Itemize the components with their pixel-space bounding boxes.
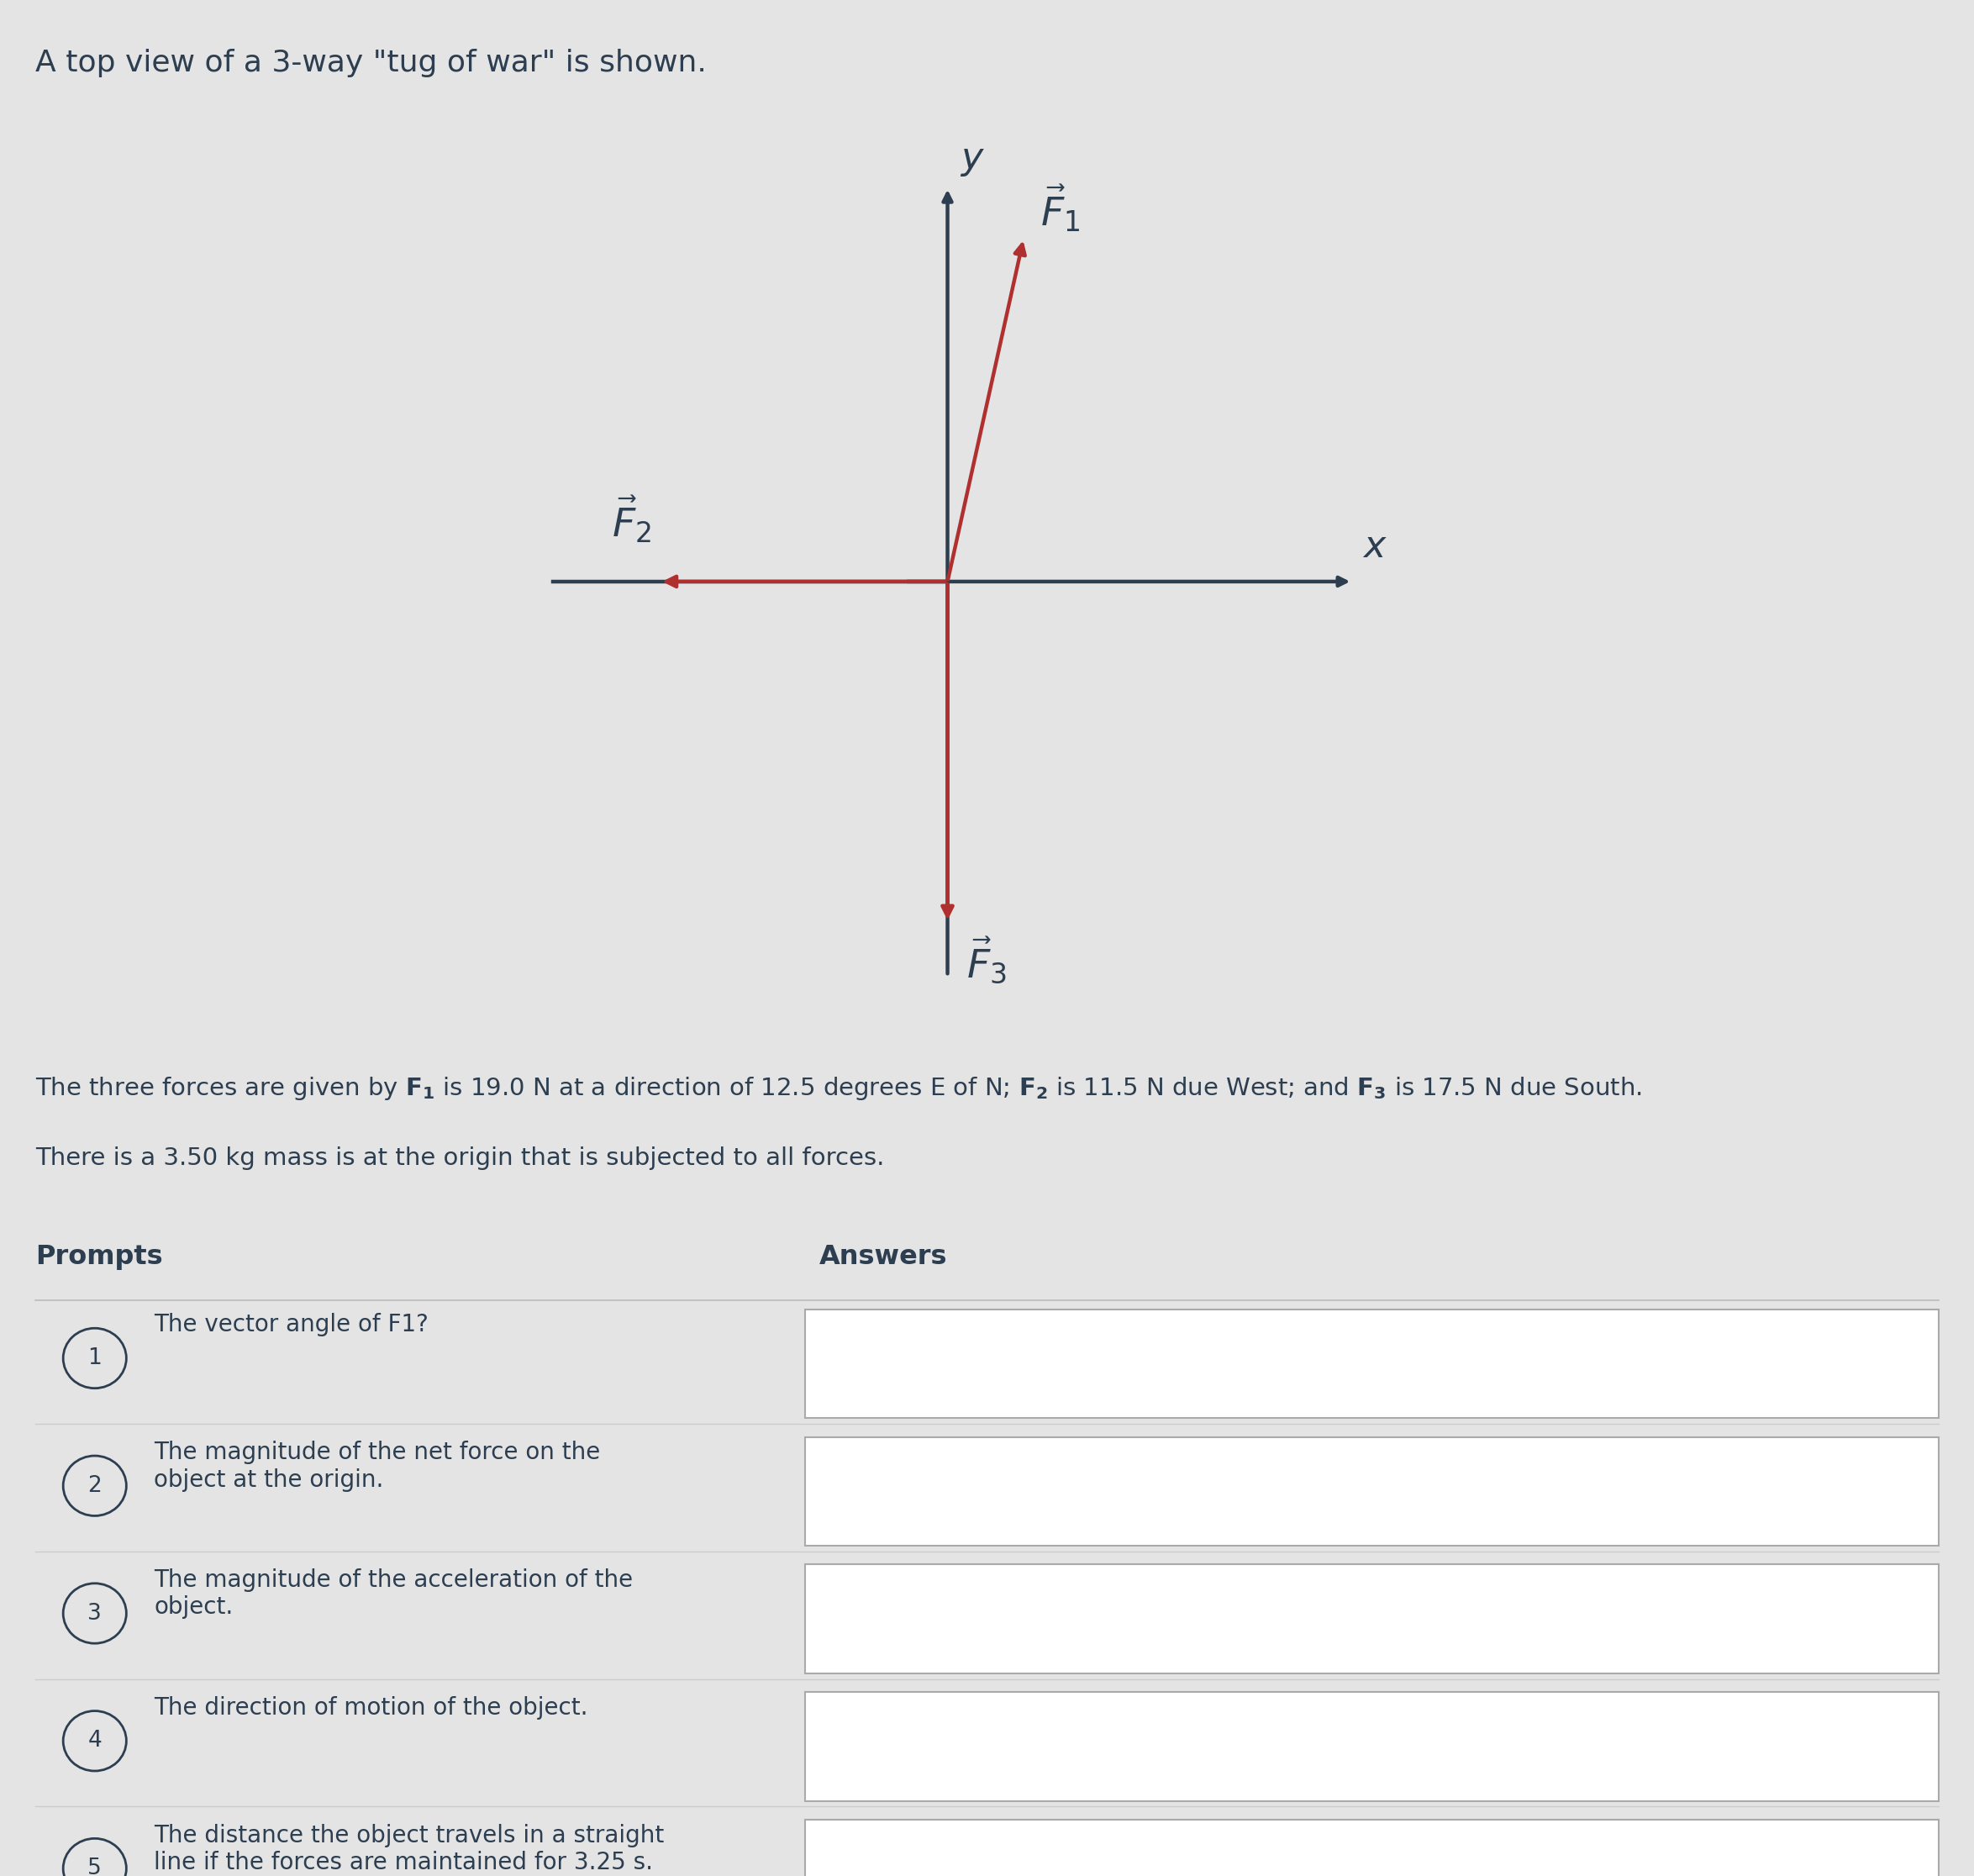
Text: A top view of a 3-way "tug of war" is shown.: A top view of a 3-way "tug of war" is sh…	[36, 49, 707, 77]
Text: 2: 2	[87, 1475, 103, 1497]
Text: The magnitude of the acceleration of the
object.: The magnitude of the acceleration of the…	[154, 1568, 634, 1619]
Text: Select match: Select match	[829, 1353, 983, 1375]
Text: The vector angle of F1?: The vector angle of F1?	[154, 1313, 428, 1338]
Text: 1: 1	[87, 1347, 103, 1369]
Text: $\vec{F}_3$: $\vec{F}_3$	[967, 936, 1007, 987]
Text: The three forces are given by $\mathbf{F_1}$ is 19.0 N at a direction of 12.5 de: The three forces are given by $\mathbf{F…	[36, 1075, 1642, 1101]
Text: 3: 3	[87, 1602, 103, 1625]
Text: ▼: ▼	[1905, 1867, 1919, 1876]
Text: Select match: Select match	[829, 1863, 983, 1876]
Text: ▼: ▼	[1905, 1739, 1919, 1754]
Text: Select match: Select match	[829, 1735, 983, 1758]
Text: $\vec{F}_2$: $\vec{F}_2$	[612, 495, 651, 546]
Text: x: x	[1364, 529, 1386, 565]
Text: $\vec{F}_1$: $\vec{F}_1$	[1040, 182, 1080, 234]
Text: There is a 3.50 kg mass is at the origin that is subjected to all forces.: There is a 3.50 kg mass is at the origin…	[36, 1146, 884, 1171]
Text: 5: 5	[87, 1857, 103, 1876]
Text: The magnitude of the net force on the
object at the origin.: The magnitude of the net force on the ob…	[154, 1441, 600, 1491]
Text: y: y	[959, 141, 983, 176]
Text: ▼: ▼	[1905, 1484, 1919, 1499]
Text: Select match: Select match	[829, 1480, 983, 1503]
Text: The direction of motion of the object.: The direction of motion of the object.	[154, 1696, 588, 1720]
Text: Answers: Answers	[819, 1244, 948, 1270]
Text: ▼: ▼	[1905, 1356, 1919, 1371]
Text: Select match: Select match	[829, 1608, 983, 1630]
Text: The distance the object travels in a straight
line if the forces are maintained : The distance the object travels in a str…	[154, 1823, 665, 1874]
Text: Prompts: Prompts	[36, 1244, 164, 1270]
Text: 4: 4	[87, 1730, 103, 1752]
Text: ▼: ▼	[1905, 1611, 1919, 1626]
